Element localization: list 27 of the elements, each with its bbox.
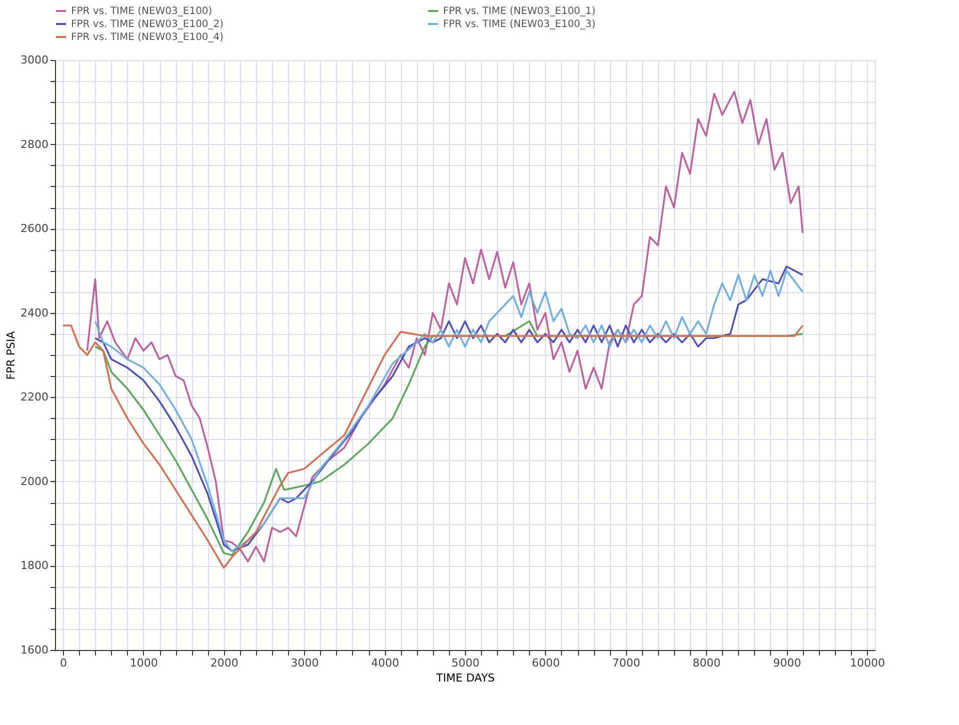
x-tick-label: 2000 — [210, 656, 238, 670]
y-tick-label: 2200 — [20, 390, 48, 404]
x-tick-label: 5000 — [452, 656, 480, 670]
x-tick-label: 8000 — [692, 656, 721, 670]
y-tick-label: 2400 — [20, 306, 48, 320]
x-tick-label: 0 — [60, 656, 68, 670]
legend-label: FPR vs. TIME (NEW03_E100_2) — [71, 19, 224, 30]
x-tick-label: 9000 — [773, 656, 802, 670]
legend-label: FPR vs. TIME (NEW03_E100) — [71, 6, 212, 17]
x-tick-label: 4000 — [371, 656, 400, 670]
y-tick-label: 2800 — [20, 138, 48, 151]
y-tick-label: 2000 — [20, 474, 48, 488]
y-axis-title: FPR PSIA — [4, 330, 18, 380]
x-tick-label: 6000 — [532, 656, 560, 670]
y-tick-label: 3000 — [20, 54, 48, 66]
y-tick-label: 1800 — [20, 559, 48, 572]
legend-label: FPR vs. TIME (NEW03_E100_4) — [71, 32, 224, 43]
legend-label: FPR vs. TIME (NEW03_E100_1) — [443, 6, 596, 17]
x-tick-label: 7000 — [612, 656, 640, 670]
x-tick-label: 3000 — [290, 656, 319, 670]
line-series — [86, 90, 804, 562]
x-axis-title: TIME DAYS — [435, 672, 495, 684]
y-tick-label: 2600 — [20, 222, 48, 236]
x-tick-label: 10000 — [850, 656, 885, 670]
y-tick-label: 1600 — [20, 644, 48, 656]
legend-label: FPR vs. TIME (NEW03_E100_3) — [443, 19, 596, 30]
x-tick-label: 1000 — [130, 656, 158, 670]
